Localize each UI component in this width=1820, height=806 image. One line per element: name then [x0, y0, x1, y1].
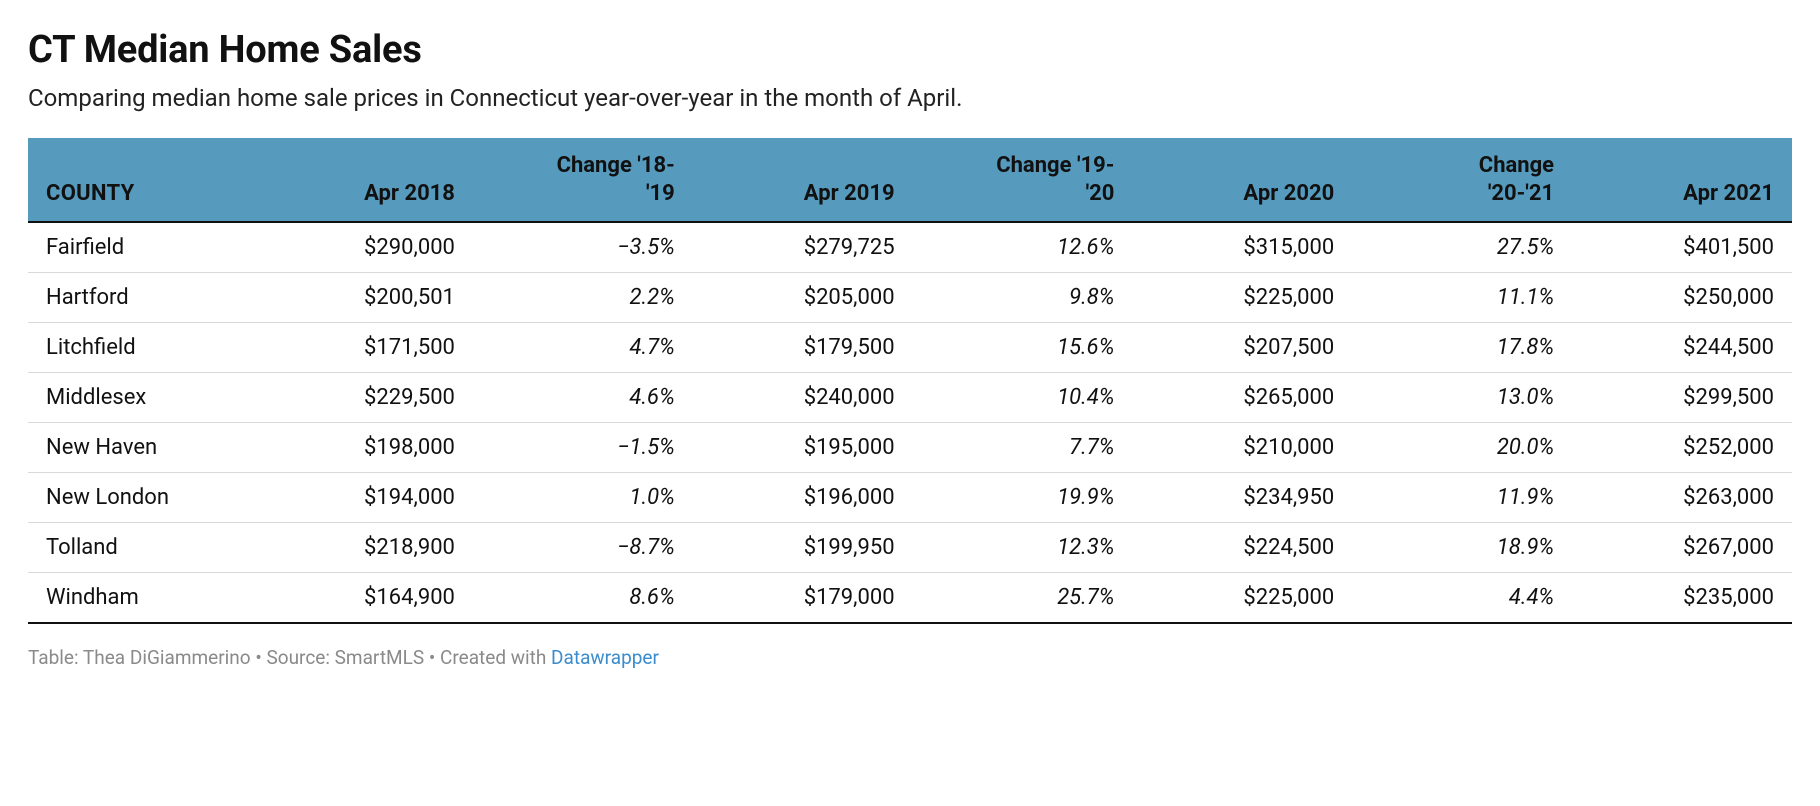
cell-apr2019: $199,950	[693, 523, 913, 573]
cell-apr2018: $194,000	[253, 473, 473, 523]
table-head: COUNTYApr 2018Change '18-'19Apr 2019Chan…	[28, 138, 1792, 222]
cell-chg1920: 15.6%	[913, 323, 1133, 373]
footer-text: Table: Thea DiGiammerino • Source: Smart…	[28, 646, 551, 669]
cell-apr2019: $196,000	[693, 473, 913, 523]
chart-footer: Table: Thea DiGiammerino • Source: Smart…	[28, 646, 1792, 669]
chart-title: CT Median Home Sales	[28, 28, 1792, 72]
col-header-chg1819: Change '18-'19	[473, 138, 693, 222]
table-body: Fairfield$290,000−3.5%$279,72512.6%$315,…	[28, 222, 1792, 623]
cell-apr2021: $299,500	[1572, 373, 1792, 423]
col-header-apr2021: Apr 2021	[1572, 138, 1792, 222]
table-row: Middlesex$229,5004.6%$240,00010.4%$265,0…	[28, 373, 1792, 423]
cell-chg1920: 25.7%	[913, 573, 1133, 624]
cell-chg1920: 10.4%	[913, 373, 1133, 423]
cell-apr2020: $225,000	[1132, 273, 1352, 323]
cell-chg2021: 20.0%	[1352, 423, 1572, 473]
cell-chg1819: 1.0%	[473, 473, 693, 523]
cell-apr2021: $250,000	[1572, 273, 1792, 323]
col-header-county: COUNTY	[28, 138, 253, 222]
cell-chg1819: −1.5%	[473, 423, 693, 473]
cell-apr2019: $195,000	[693, 423, 913, 473]
cell-apr2019: $179,500	[693, 323, 913, 373]
cell-county: New Haven	[28, 423, 253, 473]
cell-chg1819: 4.6%	[473, 373, 693, 423]
cell-county: Windham	[28, 573, 253, 624]
cell-chg2021: 4.4%	[1352, 573, 1572, 624]
cell-chg1920: 19.9%	[913, 473, 1133, 523]
col-header-apr2019: Apr 2019	[693, 138, 913, 222]
cell-apr2018: $229,500	[253, 373, 473, 423]
data-table: COUNTYApr 2018Change '18-'19Apr 2019Chan…	[28, 138, 1792, 624]
col-header-apr2018: Apr 2018	[253, 138, 473, 222]
cell-apr2018: $164,900	[253, 573, 473, 624]
cell-apr2018: $171,500	[253, 323, 473, 373]
cell-chg2021: 11.1%	[1352, 273, 1572, 323]
cell-chg1920: 7.7%	[913, 423, 1133, 473]
table-row: New Haven$198,000−1.5%$195,0007.7%$210,0…	[28, 423, 1792, 473]
cell-apr2018: $218,900	[253, 523, 473, 573]
cell-chg2021: 11.9%	[1352, 473, 1572, 523]
cell-county: Litchfield	[28, 323, 253, 373]
cell-apr2019: $179,000	[693, 573, 913, 624]
cell-apr2021: $244,500	[1572, 323, 1792, 373]
cell-apr2020: $234,950	[1132, 473, 1352, 523]
cell-chg1920: 12.6%	[913, 222, 1133, 273]
table-row: Hartford$200,5012.2%$205,0009.8%$225,000…	[28, 273, 1792, 323]
table-row: Windham$164,9008.6%$179,00025.7%$225,000…	[28, 573, 1792, 624]
cell-apr2020: $225,000	[1132, 573, 1352, 624]
cell-chg1819: −3.5%	[473, 222, 693, 273]
cell-county: Tolland	[28, 523, 253, 573]
footer-link[interactable]: Datawrapper	[551, 646, 659, 669]
cell-apr2020: $210,000	[1132, 423, 1352, 473]
col-header-chg1920: Change '19-'20	[913, 138, 1133, 222]
cell-apr2021: $267,000	[1572, 523, 1792, 573]
cell-chg2021: 13.0%	[1352, 373, 1572, 423]
cell-county: Middlesex	[28, 373, 253, 423]
cell-chg1819: 8.6%	[473, 573, 693, 624]
chart-container: CT Median Home Sales Comparing median ho…	[0, 0, 1820, 691]
cell-chg1819: 2.2%	[473, 273, 693, 323]
col-header-apr2020: Apr 2020	[1132, 138, 1352, 222]
cell-chg2021: 18.9%	[1352, 523, 1572, 573]
cell-chg2021: 27.5%	[1352, 222, 1572, 273]
cell-county: New London	[28, 473, 253, 523]
cell-apr2019: $279,725	[693, 222, 913, 273]
cell-apr2020: $265,000	[1132, 373, 1352, 423]
cell-county: Fairfield	[28, 222, 253, 273]
cell-chg1920: 9.8%	[913, 273, 1133, 323]
col-header-chg2021: Change'20-'21	[1352, 138, 1572, 222]
cell-county: Hartford	[28, 273, 253, 323]
cell-apr2020: $207,500	[1132, 323, 1352, 373]
table-header-row: COUNTYApr 2018Change '18-'19Apr 2019Chan…	[28, 138, 1792, 222]
cell-chg1920: 12.3%	[913, 523, 1133, 573]
cell-chg1819: 4.7%	[473, 323, 693, 373]
cell-apr2018: $200,501	[253, 273, 473, 323]
cell-chg1819: −8.7%	[473, 523, 693, 573]
cell-apr2021: $235,000	[1572, 573, 1792, 624]
chart-subtitle: Comparing median home sale prices in Con…	[28, 84, 1792, 112]
table-row: Litchfield$171,5004.7%$179,50015.6%$207,…	[28, 323, 1792, 373]
cell-apr2019: $205,000	[693, 273, 913, 323]
cell-chg2021: 17.8%	[1352, 323, 1572, 373]
table-row: Tolland$218,900−8.7%$199,95012.3%$224,50…	[28, 523, 1792, 573]
table-row: New London$194,0001.0%$196,00019.9%$234,…	[28, 473, 1792, 523]
cell-apr2018: $290,000	[253, 222, 473, 273]
cell-apr2020: $315,000	[1132, 222, 1352, 273]
cell-apr2019: $240,000	[693, 373, 913, 423]
cell-apr2021: $252,000	[1572, 423, 1792, 473]
cell-apr2021: $263,000	[1572, 473, 1792, 523]
cell-apr2018: $198,000	[253, 423, 473, 473]
cell-apr2020: $224,500	[1132, 523, 1352, 573]
table-row: Fairfield$290,000−3.5%$279,72512.6%$315,…	[28, 222, 1792, 273]
cell-apr2021: $401,500	[1572, 222, 1792, 273]
